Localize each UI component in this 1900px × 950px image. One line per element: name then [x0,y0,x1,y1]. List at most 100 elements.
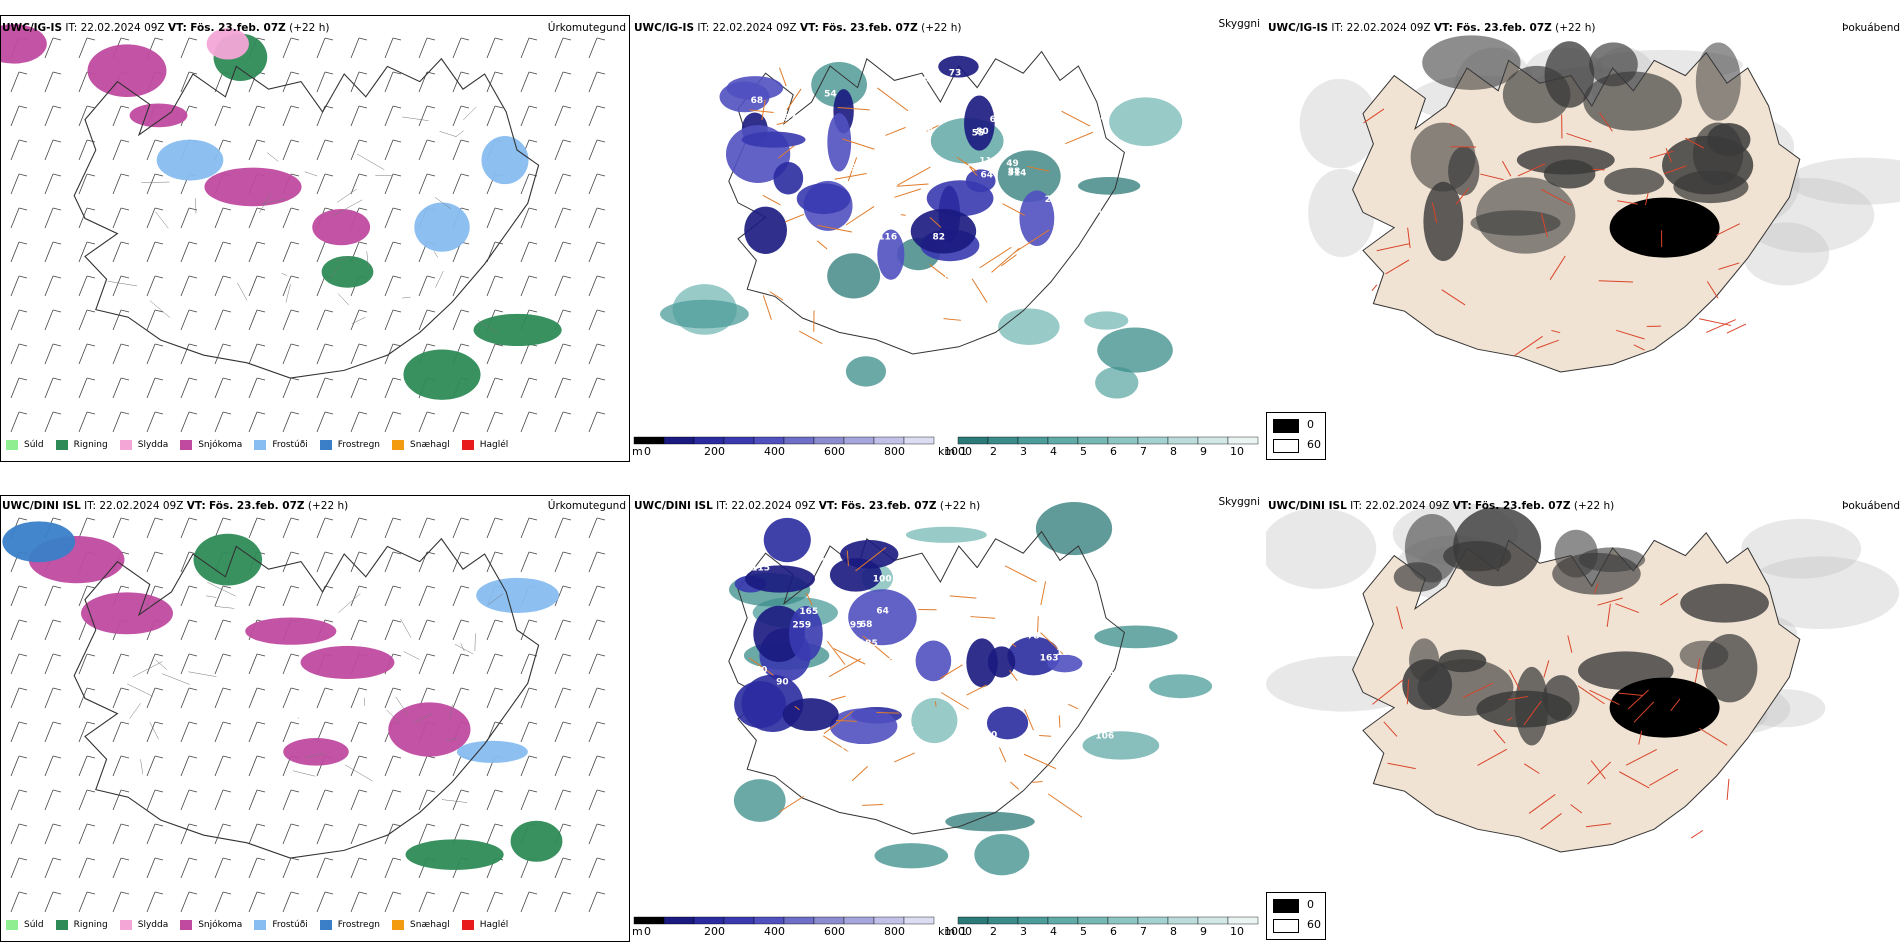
it-value: 22.02.2024 09Z [712,22,797,34]
ceiling-value: 88 [1029,281,1042,291]
wind-barb [554,411,572,433]
wind-barb [112,857,130,879]
wind-barb [282,585,300,607]
wind-barb [146,377,164,399]
wind-barb [44,139,62,161]
precip-swatch [119,919,132,930]
map-line [351,316,366,324]
map-line [445,737,459,742]
road [799,330,823,345]
ceiling-colorbar-cell [843,916,875,925]
ceiling-value: 68 [1016,252,1029,262]
road [1036,616,1039,636]
wind-barb [44,173,62,195]
precip-area [245,617,337,645]
precip-legend-label: Frostregn [337,919,381,930]
wind-barb [180,275,198,297]
road [1587,761,1612,785]
visibility-area [874,843,949,869]
wind-barb [10,207,28,229]
wind-barb [44,585,62,607]
ceiling-value: 477 [945,271,964,281]
vt-value: Fös. 23.feb. 07Z [822,22,918,34]
road [939,664,963,679]
wind-barb [146,687,164,709]
road [1406,679,1410,705]
map-line [155,659,167,670]
wind-barb [384,619,402,641]
precip-area [129,103,188,128]
road [1509,669,1521,691]
wind-barb [282,653,300,675]
fog-area [1438,649,1487,673]
fog-black-swatch [1273,899,1299,913]
ceiling-value: 95 [850,620,863,630]
ceiling-value: 50 [993,573,1006,583]
precip-map-top [1,24,606,433]
wind-barb [588,755,606,777]
ceiling-value: 115 [751,564,770,574]
road [1590,760,1606,780]
wind-barb [112,517,130,539]
ceiling-tick: 1000 [944,925,972,938]
wind-barb [350,721,368,743]
ceiling-value: 137 [839,747,858,757]
precip-legend: Súld Rigning Slydda Snjókoma Frostúði Frostre… [0,432,630,457]
wind-barb [44,309,62,331]
map-line [449,704,453,719]
wind-barb [78,377,96,399]
wind-barb [282,275,300,297]
wind-barb [214,721,232,743]
ceiling-value: 64 [1094,114,1107,124]
road [1549,255,1566,280]
ceiling-tick: 800 [884,925,905,938]
wind-barb [520,517,538,539]
it-value: 22.02.2024 09Z [80,22,165,34]
wind-barb [554,71,572,93]
precip-legend-item: Snæhagl [392,919,450,930]
road [1706,319,1736,333]
road [1376,243,1410,252]
visibility-unit: km [938,925,955,938]
visibility-tick: 4 [1050,445,1057,458]
visibility-colorbar-cell [1107,916,1139,925]
ceiling-value: 117 [979,157,998,167]
wind-barb [146,823,164,845]
precip-panel-top: UWC/IG-IS IT: 22.02.2024 09Z VT: Fös. 23… [0,0,630,465]
road [998,747,1007,763]
ceiling-value: 55 [889,652,902,662]
fog-white-label: 60 [1307,438,1321,451]
precip-legend-label: Haglél [479,439,509,450]
road [1462,682,1494,699]
map-line [402,116,429,121]
ceiling-value: 62 [1064,709,1077,719]
wind-barb [10,721,28,743]
wind-barb [180,823,198,845]
precip-legend-label: Rigning [73,439,108,450]
wind-barb [44,207,62,229]
wind-barb [112,207,130,229]
map-line [356,153,385,170]
wind-barb [418,71,436,93]
map-line [336,255,351,262]
ceiling-value: 54 [824,90,837,100]
wind-barb [350,377,368,399]
wind-barb [418,517,436,539]
precip-legend-item: Snjókoma [180,439,242,450]
wind-barb [316,517,334,539]
ceiling-value: 259 [792,621,811,631]
road [794,705,800,711]
visibility-area [1035,502,1113,556]
wind-barb [452,139,470,161]
map-line [395,696,409,716]
road [1002,203,1025,216]
wind-barb [316,309,334,331]
ceiling-value: 75 [973,568,986,578]
map-line [433,251,438,258]
fog-area [1516,145,1615,175]
road [1058,715,1061,728]
ceiling-unit: m [632,445,643,458]
wind-barb [44,857,62,879]
wind-barb [180,585,198,607]
road [1599,112,1613,132]
